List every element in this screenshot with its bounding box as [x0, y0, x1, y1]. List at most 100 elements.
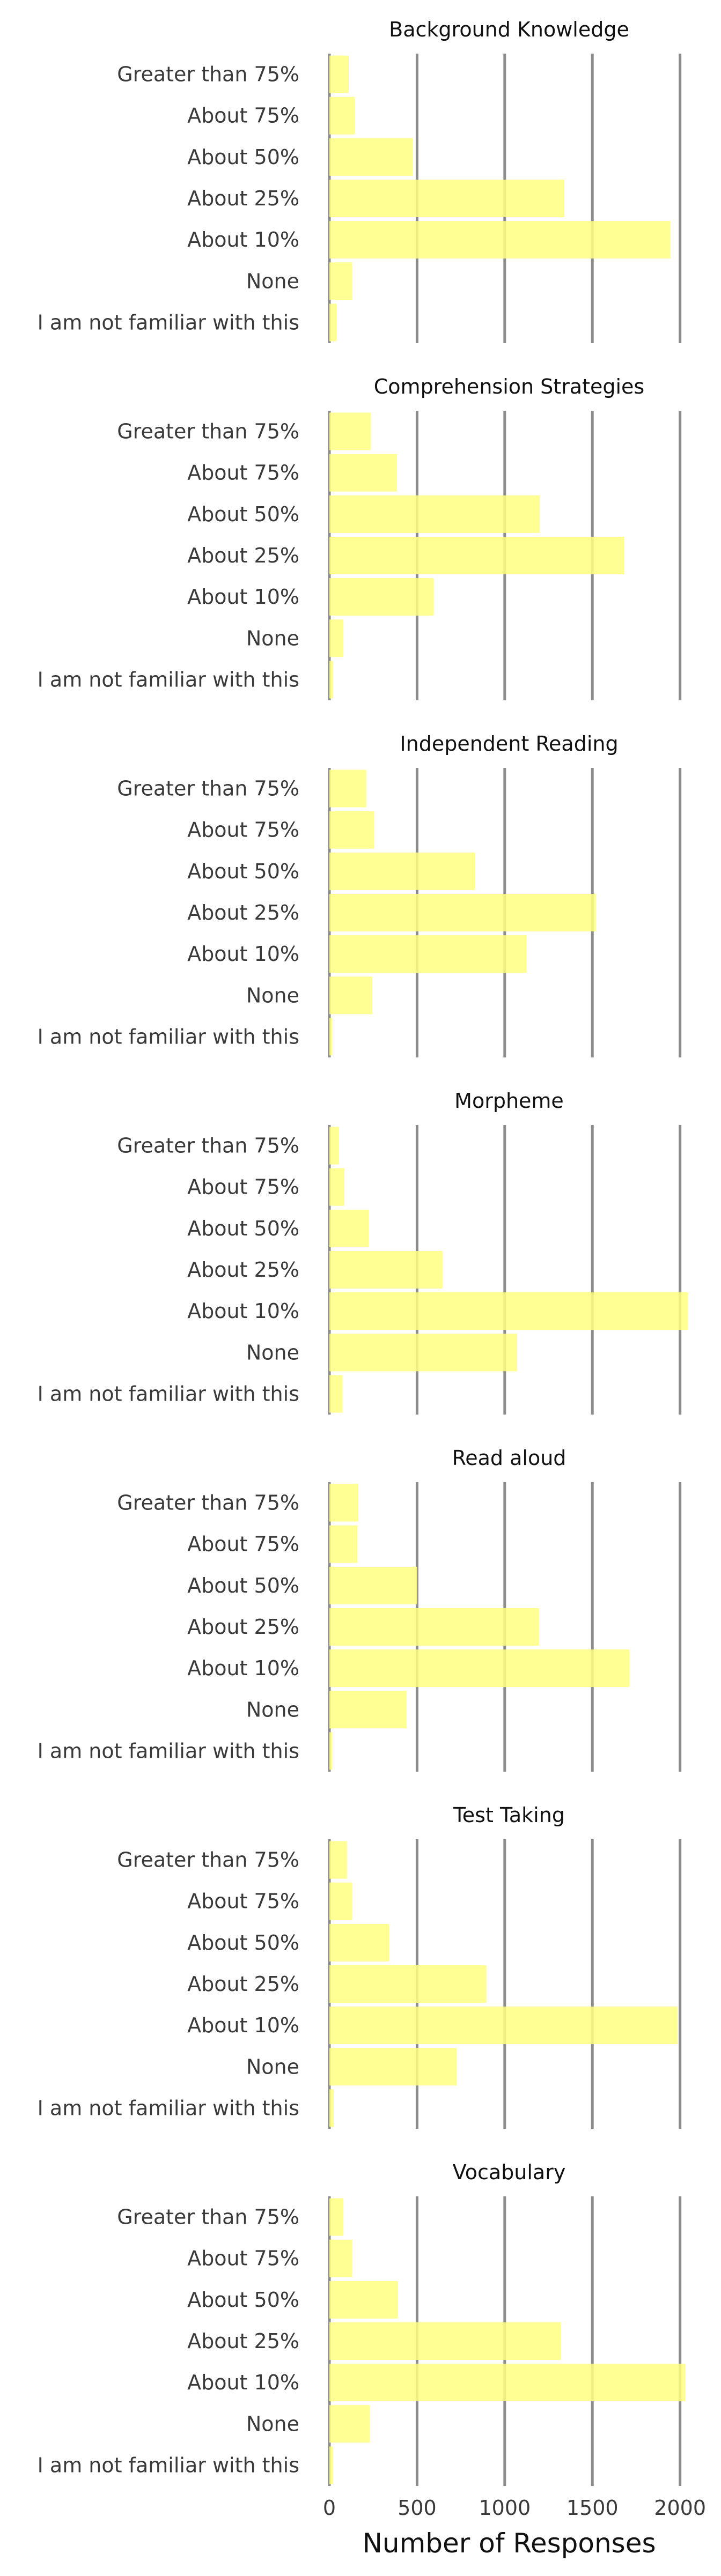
bar [329, 262, 352, 300]
bar [329, 454, 397, 492]
category-label: I am not familiar with this [38, 1382, 299, 1405]
category-label: I am not familiar with this [38, 2453, 299, 2477]
bar [329, 894, 596, 931]
bar [329, 304, 337, 342]
category-label: About 75% [187, 1890, 299, 1913]
panel-title: Test Taking [453, 1803, 565, 1827]
category-label: None [246, 2055, 299, 2078]
bar [329, 1691, 407, 1729]
x-tick-label: 0 [323, 2496, 336, 2520]
bar [329, 1841, 347, 1879]
category-label: Greater than 75% [117, 1491, 299, 1515]
bar [329, 495, 540, 533]
category-label: About 75% [187, 1533, 299, 1556]
bar [329, 412, 371, 450]
category-label: Greater than 75% [117, 1848, 299, 1872]
bar [329, 1923, 389, 1961]
panel-title: Read aloud [452, 1446, 566, 1470]
bar [329, 1251, 443, 1289]
category-label: Greater than 75% [117, 777, 299, 801]
bar [329, 1127, 339, 1165]
bar [329, 1608, 539, 1646]
panel-title: Independent Reading [400, 732, 618, 756]
bar [329, 1649, 629, 1687]
category-label: About 10% [187, 228, 299, 251]
category-label: About 50% [187, 1574, 299, 1597]
category-label: I am not familiar with this [38, 2096, 299, 2120]
bar [329, 1334, 517, 1372]
category-label: I am not familiar with this [38, 310, 299, 334]
bar [329, 1732, 332, 1770]
category-label: About 75% [187, 461, 299, 485]
category-label: About 50% [187, 860, 299, 883]
category-label: About 10% [187, 2371, 299, 2394]
bar [329, 1375, 343, 1413]
category-label: About 75% [187, 104, 299, 128]
category-label: About 50% [187, 2288, 299, 2312]
bar [329, 578, 434, 616]
category-label: Greater than 75% [117, 420, 299, 443]
category-label: About 10% [187, 942, 299, 966]
bar [329, 976, 373, 1015]
category-label: About 25% [187, 187, 299, 210]
category-label: About 50% [187, 145, 299, 169]
bar [329, 2364, 686, 2402]
bar [329, 2405, 370, 2443]
panel-title: Comprehension Strategies [374, 375, 644, 398]
category-label: Greater than 75% [117, 63, 299, 86]
bar [329, 2198, 344, 2236]
bar [329, 2048, 457, 2086]
category-label: About 25% [187, 1258, 299, 1282]
category-label: None [246, 626, 299, 650]
category-label: About 10% [187, 585, 299, 609]
bar [329, 180, 564, 217]
category-label: About 25% [187, 2329, 299, 2353]
bar [329, 1292, 688, 1330]
bar [329, 1882, 352, 1920]
bar [329, 2007, 678, 2045]
x-tick-label: 2000 [654, 2496, 706, 2520]
panel-title: Morpheme [454, 1089, 564, 1113]
bar [329, 852, 475, 890]
panel-title: Vocabulary [453, 2160, 566, 2184]
bar [329, 2446, 333, 2484]
category-label: Greater than 75% [117, 2205, 299, 2229]
bar [329, 1018, 332, 1056]
bar [329, 1566, 417, 1604]
bar [329, 221, 671, 259]
category-label: About 10% [187, 1299, 299, 1323]
category-label: None [246, 1341, 299, 1364]
category-label: None [246, 983, 299, 1007]
bar [329, 769, 366, 808]
bar [329, 1965, 487, 2003]
category-label: About 25% [187, 1972, 299, 1996]
category-label: I am not familiar with this [38, 1739, 299, 1763]
category-label: None [246, 269, 299, 293]
bar [329, 1484, 358, 1522]
bar [329, 138, 413, 176]
category-label: About 10% [187, 1656, 299, 1680]
bar [329, 935, 527, 973]
category-label: About 75% [187, 1175, 299, 1199]
category-label: About 25% [187, 1615, 299, 1639]
x-tick-label: 1000 [479, 2496, 531, 2520]
bar [329, 537, 624, 574]
category-label: About 25% [187, 544, 299, 567]
x-axis-label: Number of Responses [362, 2528, 656, 2559]
bar [329, 1525, 358, 1563]
category-label: I am not familiar with this [38, 1025, 299, 1048]
category-label: About 10% [187, 2014, 299, 2037]
bar [329, 661, 333, 699]
category-label: I am not familiar with this [38, 668, 299, 691]
bar [329, 619, 344, 657]
category-label: About 50% [187, 1931, 299, 1955]
category-label: About 50% [187, 502, 299, 526]
category-label: None [246, 2412, 299, 2436]
category-label: None [246, 1698, 299, 1721]
bar [329, 811, 374, 849]
category-label: About 75% [187, 2247, 299, 2270]
bar [329, 97, 355, 135]
bar [329, 1209, 369, 1247]
